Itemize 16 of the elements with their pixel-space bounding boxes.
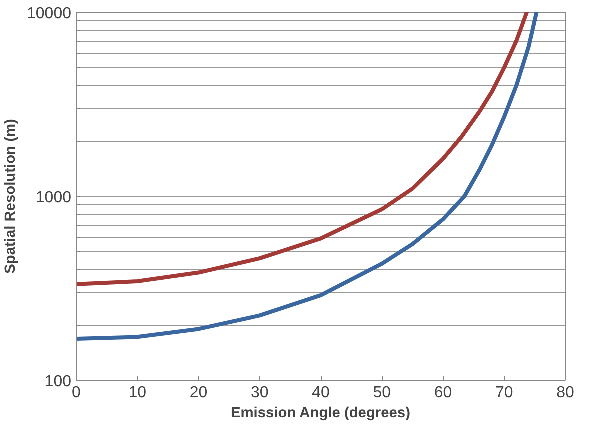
line-series [76, 12, 539, 342]
x-tick-label: 80 [556, 384, 574, 402]
x-tick-label: 0 [72, 384, 82, 402]
y-axis-title: Spatial Resolution (m) [3, 119, 20, 274]
x-tick-label: 40 [312, 384, 330, 402]
x-tick-label: 60 [434, 384, 452, 402]
line-series [76, 12, 529, 286]
y-tick-label: 100 [44, 374, 72, 390]
x-tick-label: 20 [190, 384, 208, 402]
x-tick-label: 10 [128, 384, 147, 402]
y-tick-label: 10000 [27, 6, 72, 22]
x-axis-title: Emission Angle (degrees) [231, 406, 411, 422]
x-tick-label: 30 [250, 384, 269, 402]
y-tick-label: 1000 [36, 190, 72, 206]
x-tick-label: 70 [495, 384, 514, 402]
x-tick-label: 50 [373, 384, 392, 402]
